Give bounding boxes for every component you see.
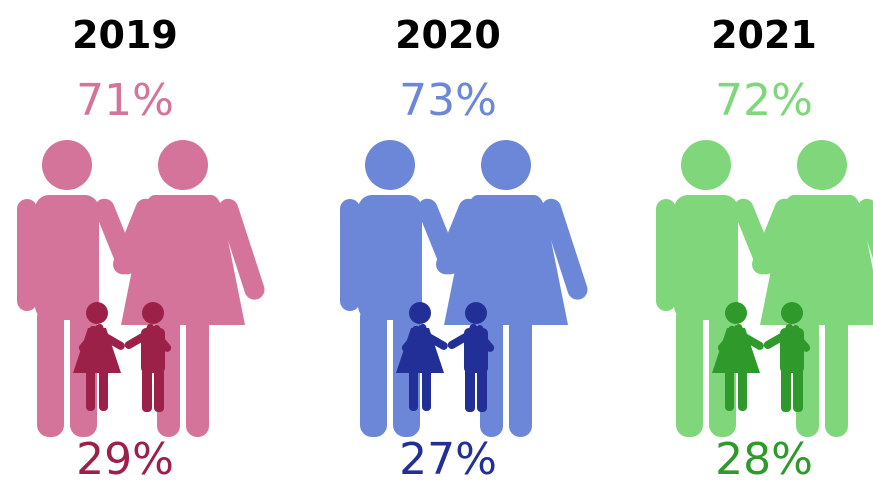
year: 2019 — [72, 13, 178, 57]
woman-icon — [749, 140, 873, 437]
panel: 2019 71% 29% — [17, 13, 268, 482]
man-icon — [656, 140, 779, 437]
year: 2020 — [395, 13, 501, 57]
panel: 2021 72% 28% — [656, 13, 873, 482]
woman-icon — [433, 140, 591, 437]
man-icon — [17, 140, 140, 437]
panels: 2019 71% 29% 2020 73% 27% 2021 72% 28% — [17, 13, 873, 482]
woman-icon — [110, 140, 268, 437]
man-icon — [340, 140, 463, 437]
panel: 2020 73% 27% — [340, 13, 591, 482]
children-share: 28% — [715, 434, 813, 482]
children-share: 29% — [76, 434, 174, 482]
children-share: 27% — [399, 434, 497, 482]
adults-share: 72% — [715, 75, 813, 126]
year: 2021 — [711, 13, 817, 57]
adults-share: 71% — [76, 75, 174, 126]
adults-share: 73% — [399, 75, 497, 126]
